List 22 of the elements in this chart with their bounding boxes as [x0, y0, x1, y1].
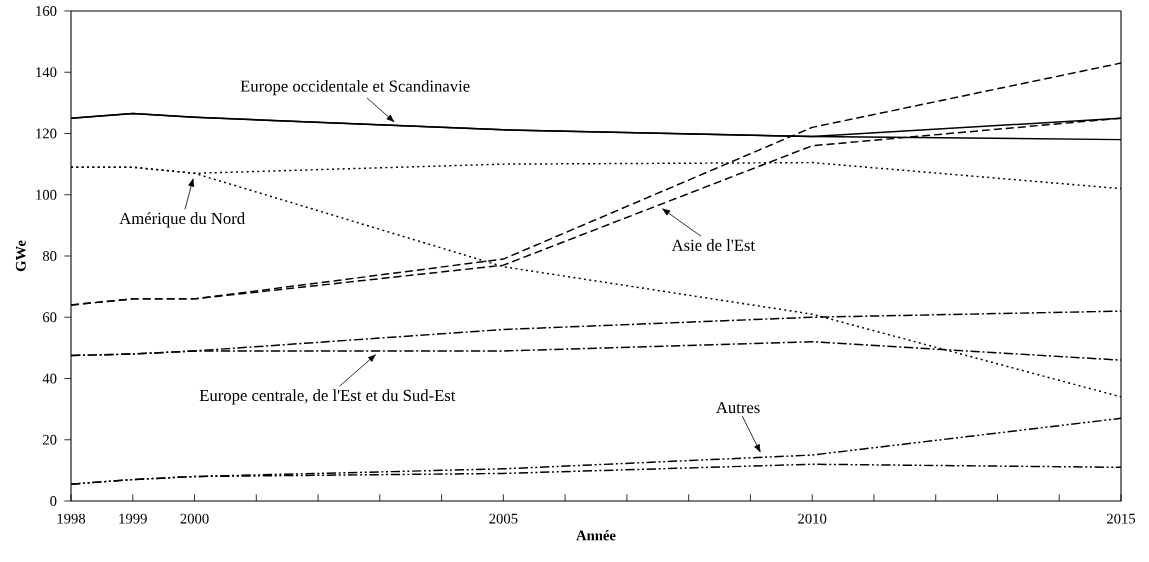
y-tick-label: 140 [36, 67, 57, 78]
annotation: Autres [716, 402, 760, 414]
y-tick-label: 100 [36, 189, 57, 200]
y-tick-label: 120 [36, 128, 57, 139]
annotation: Asie de l'Est [671, 239, 756, 251]
x-tick-label: 2015 [1106, 513, 1136, 524]
y-tick-label: 60 [42, 312, 57, 323]
x-tick-label: 2010 [798, 513, 827, 524]
y-tick-label: 80 [42, 251, 57, 261]
x-tick-label: 2000 [180, 513, 209, 524]
y-tick-label: 40 [42, 373, 57, 384]
y-tick-label: 0 [50, 496, 57, 506]
x-tick-label: 2005 [489, 513, 518, 524]
annotation: Europe occidentale et Scandinavie [240, 80, 470, 96]
annotation: Amérique du Nord [119, 212, 245, 228]
y-tick-label: 160 [36, 6, 57, 16]
y-tick-label: 20 [42, 434, 57, 445]
x-axis-title: Année [576, 530, 616, 541]
y-axis-title: GWe [15, 240, 26, 272]
x-tick-label: 1998 [57, 513, 86, 524]
annotation: Europe centrale, de l'Est et du Sud-Est [199, 389, 456, 405]
x-tick-label: 1999 [119, 513, 147, 524]
